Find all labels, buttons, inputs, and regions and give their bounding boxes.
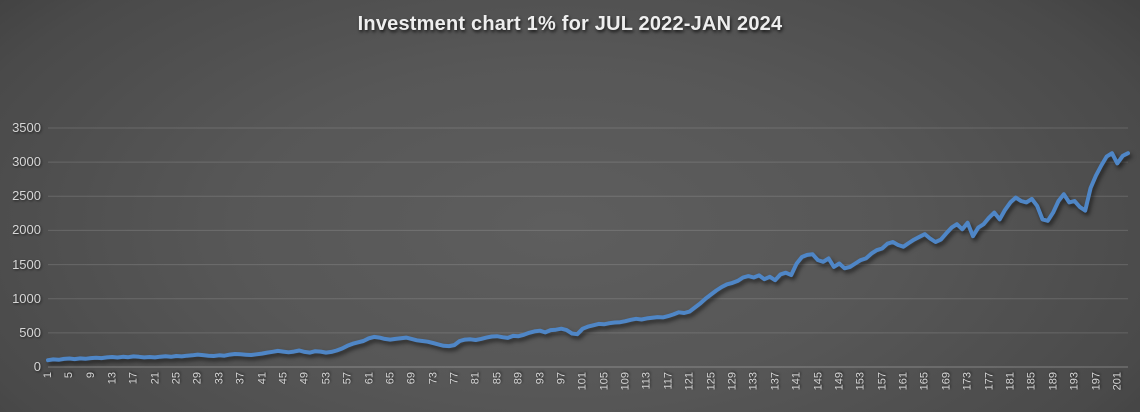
y-tick-label: 2000: [12, 222, 41, 238]
y-tick-label: 3000: [12, 154, 41, 170]
y-tick-label: 1000: [12, 290, 41, 306]
chart-title: Investment chart 1% for JUL 2022-JAN 202…: [357, 13, 783, 35]
y-tick-label: 1500: [12, 256, 41, 272]
y-tick-label: 0: [33, 359, 41, 374]
y-tick-label: 3500: [12, 120, 41, 135]
series-line: [46, 151, 1130, 363]
y-tick-label: 2500: [12, 188, 41, 204]
y-tick-label: 500: [19, 324, 41, 340]
